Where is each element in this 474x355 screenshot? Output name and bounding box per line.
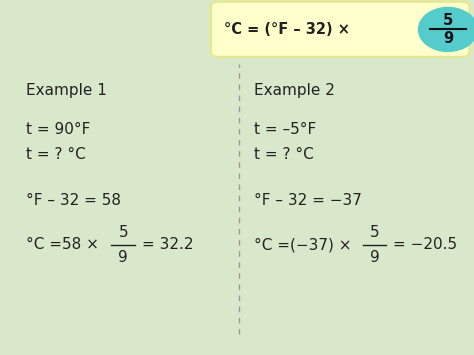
Text: Example 1: Example 1: [26, 83, 107, 98]
Text: 5: 5: [118, 225, 128, 240]
Text: 9: 9: [443, 31, 453, 46]
Text: 9: 9: [370, 250, 379, 265]
Text: °C = (°F – 32) ×: °C = (°F – 32) ×: [224, 22, 350, 37]
Text: °F – 32 = −37: °F – 32 = −37: [254, 193, 362, 208]
Text: 9: 9: [118, 250, 128, 265]
Text: = −20.5: = −20.5: [393, 237, 457, 252]
Text: °C =58 ×: °C =58 ×: [26, 237, 99, 252]
Text: t = 90°F: t = 90°F: [26, 122, 91, 137]
Text: °F – 32 = 58: °F – 32 = 58: [26, 193, 121, 208]
FancyBboxPatch shape: [211, 2, 469, 57]
Text: = 32.2: = 32.2: [142, 237, 194, 252]
Circle shape: [419, 7, 474, 51]
Text: 5: 5: [443, 13, 453, 28]
Text: t = ? °C: t = ? °C: [254, 147, 313, 162]
Text: 5: 5: [370, 225, 379, 240]
Text: t = –5°F: t = –5°F: [254, 122, 316, 137]
Text: °C =(−37) ×: °C =(−37) ×: [254, 237, 351, 252]
Text: t = ? °C: t = ? °C: [26, 147, 86, 162]
Text: Example 2: Example 2: [254, 83, 335, 98]
